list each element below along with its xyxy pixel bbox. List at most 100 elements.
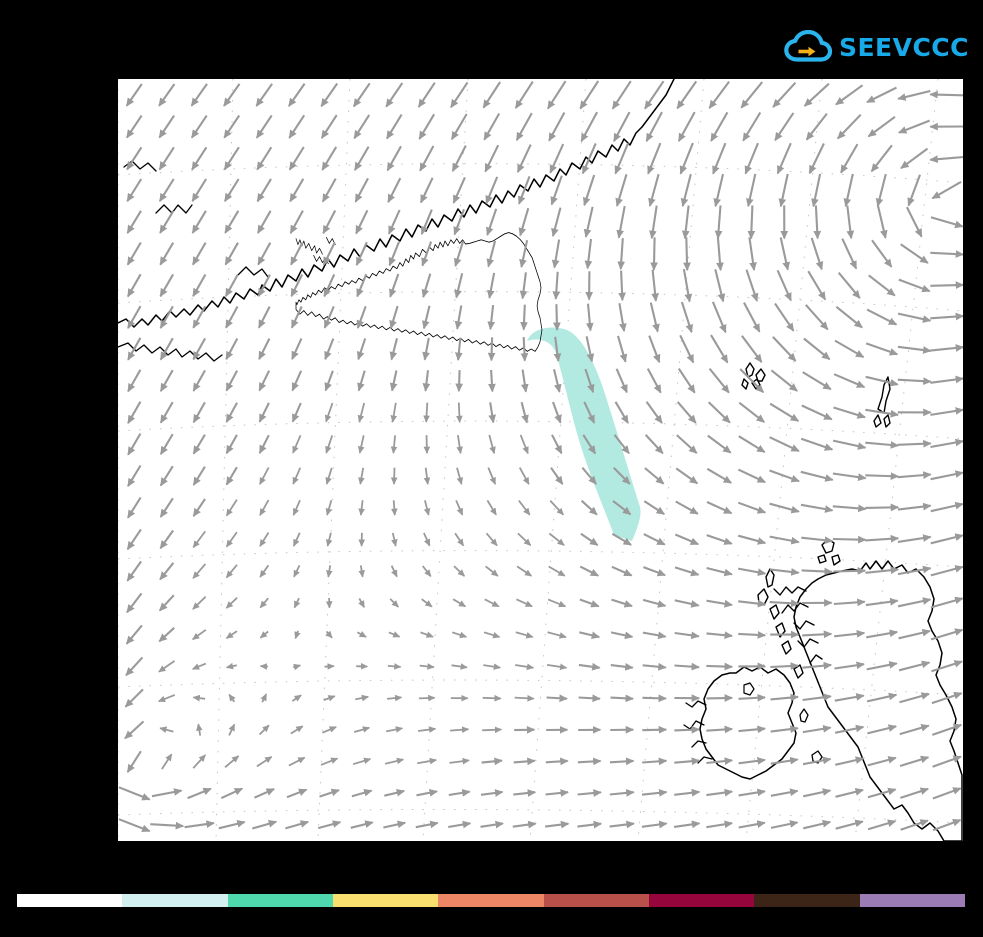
wind-arrow (648, 335, 661, 364)
wind-arrow (225, 564, 238, 579)
wind-arrow (159, 401, 174, 424)
map-gridlines (118, 79, 963, 841)
wind-arrow (127, 401, 142, 424)
wind-arrow (126, 750, 142, 773)
wind-arrow (481, 757, 503, 766)
wind-arrow (674, 566, 700, 577)
wind-arrow (192, 530, 206, 549)
wind-arrow (158, 594, 175, 612)
wind-arrow (290, 306, 303, 329)
wind-arrow (930, 628, 963, 641)
wind-arrow (483, 112, 501, 141)
wind-arrow (645, 401, 663, 424)
wind-arrow (876, 205, 888, 239)
wind-arrow (580, 111, 599, 143)
wind-arrow (930, 501, 963, 513)
wind-arrow (124, 720, 145, 740)
wind-arrow (452, 176, 466, 204)
wind-arrow (158, 83, 176, 107)
wind-arrow (515, 112, 533, 142)
wind-arrow (552, 401, 562, 424)
wind-arrow (352, 82, 371, 108)
wind-arrow (488, 402, 496, 424)
wind-arrow (353, 114, 371, 140)
wind-arrow (738, 599, 767, 608)
wind-arrow (898, 628, 931, 640)
wind-arrow (126, 560, 142, 582)
wind-arrow (770, 662, 800, 670)
wind-arrow (897, 119, 930, 134)
wind-arrow (127, 496, 142, 519)
wind-arrow (423, 467, 431, 485)
wind-arrow (706, 467, 733, 484)
wind-arrow (228, 723, 236, 736)
wind-arrow (159, 726, 174, 733)
wind-arrow (288, 82, 306, 107)
wind-arrow (225, 434, 238, 455)
wind-arrow (520, 401, 529, 424)
wind-arrow (159, 305, 174, 329)
wind-arrow (125, 83, 143, 107)
wind-arrow (743, 302, 761, 333)
wind-arrow (225, 402, 238, 423)
wind-arrow (548, 532, 565, 546)
wind-arrow (518, 176, 531, 205)
wind-arrow (126, 146, 143, 171)
wind-arrow (583, 206, 594, 238)
wind-arrow (712, 142, 727, 175)
wind-arrow (837, 272, 861, 299)
wind-arrow (582, 174, 596, 207)
wind-arrow (317, 820, 342, 830)
wind-arrow (833, 373, 866, 389)
wind-arrow (577, 789, 602, 797)
wind-arrow (865, 534, 900, 543)
wind-arrow (867, 787, 897, 799)
wind-arrow (745, 269, 759, 302)
wind-arrow (192, 563, 207, 579)
wind-arrow (455, 337, 463, 361)
wind-arrow (453, 208, 465, 236)
wind-arrow (256, 210, 272, 234)
wind-arrow (419, 663, 435, 670)
weather-map-panel[interactable] (118, 79, 963, 841)
wind-arrow (258, 724, 270, 736)
wind-arrow (421, 241, 433, 267)
wind-arrow (417, 726, 437, 733)
wind-arrow (867, 756, 897, 767)
wind-arrow (677, 368, 696, 394)
wind-arrow (549, 499, 564, 516)
wind-arrow (224, 755, 240, 768)
wind-arrow (352, 757, 372, 766)
wind-arrow (706, 662, 734, 671)
wind-arrow (325, 532, 333, 547)
wind-arrow (421, 598, 433, 608)
wind-arrow (190, 83, 208, 107)
wind-arrow (776, 269, 792, 302)
wind-arrow (323, 305, 335, 329)
wind-arrow (579, 565, 600, 577)
wind-arrow (552, 271, 561, 300)
wind-arrow (451, 631, 468, 639)
wind-arrow (585, 336, 595, 363)
wind-arrow (846, 205, 855, 240)
wind-arrow (324, 663, 335, 670)
wind-arrow (802, 630, 833, 639)
wind-arrow (482, 81, 501, 109)
wind-arrow (256, 146, 273, 171)
wind-arrow (225, 662, 237, 670)
wind-arrow (485, 565, 499, 577)
wind-arrow (865, 472, 900, 481)
wind-arrow (737, 468, 766, 484)
wind-arrow (389, 273, 400, 298)
wind-arrow (617, 238, 626, 270)
wind-arrow (835, 84, 864, 106)
wind-arrow (454, 305, 463, 330)
wind-arrow (646, 368, 662, 394)
wind-arrow (866, 308, 898, 326)
map-canvas[interactable] (118, 79, 963, 841)
colorbar[interactable] (17, 894, 965, 907)
wind-arrow (422, 370, 431, 392)
wind-arrow (551, 434, 563, 455)
wind-arrow (545, 757, 569, 766)
